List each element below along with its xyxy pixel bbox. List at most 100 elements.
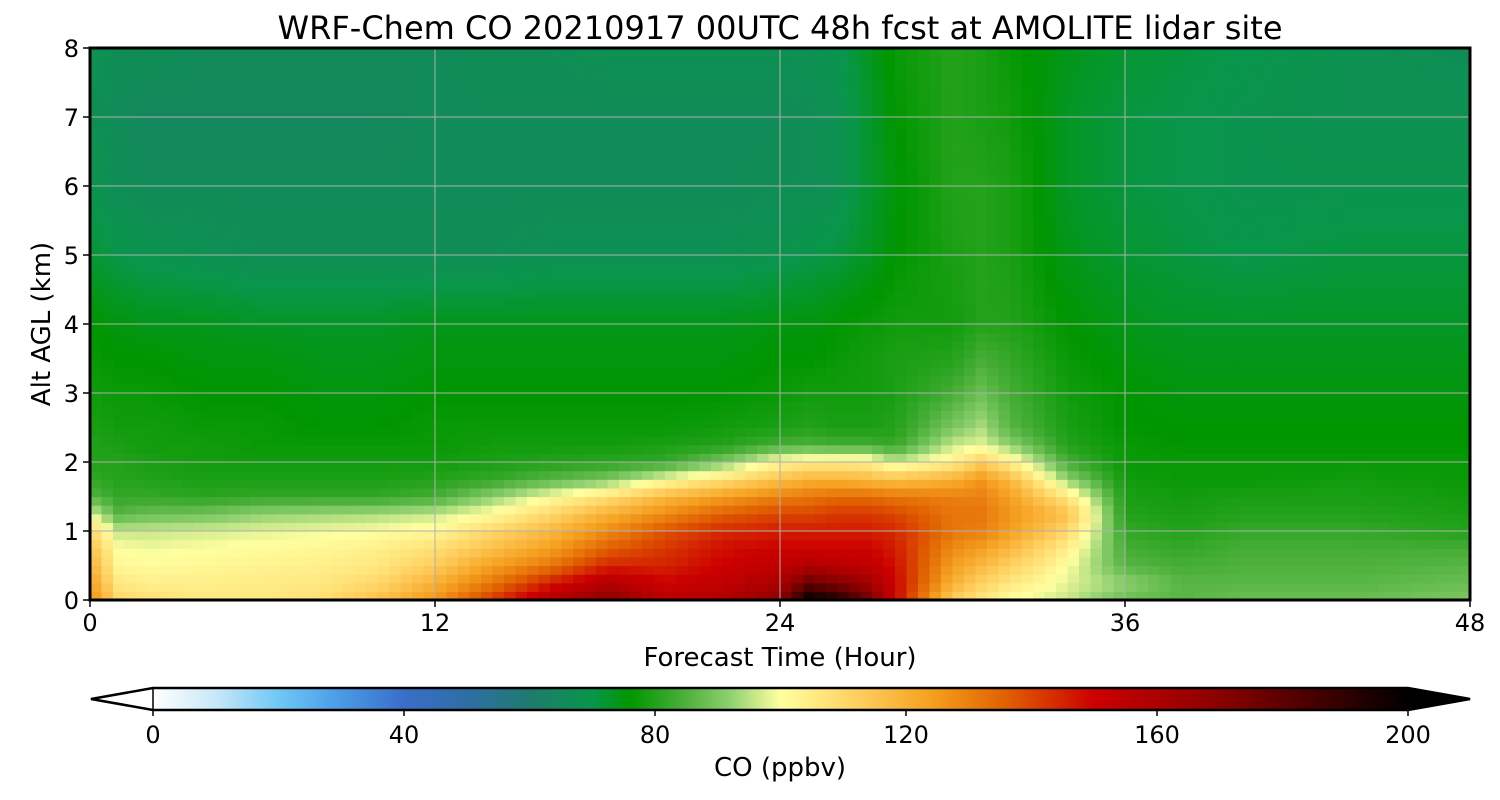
heatmap-cell xyxy=(159,487,172,498)
heatmap-cell xyxy=(757,513,770,523)
heatmap-cell xyxy=(492,280,505,291)
heatmap-cell xyxy=(113,48,126,58)
heatmap-cell xyxy=(527,203,540,213)
heatmap-cell xyxy=(826,418,839,429)
heatmap-cell xyxy=(193,272,206,282)
heatmap-cell xyxy=(665,263,678,273)
heatmap-cell xyxy=(872,367,885,377)
heatmap-cell xyxy=(952,298,965,308)
heatmap-cell xyxy=(653,211,666,222)
heatmap-cell xyxy=(849,332,862,342)
heatmap-cell xyxy=(734,367,747,377)
heatmap-cell xyxy=(642,134,655,144)
heatmap-cell xyxy=(193,462,206,472)
heatmap-cell xyxy=(653,108,666,118)
heatmap-cell xyxy=(412,73,425,84)
heatmap-cell xyxy=(941,410,954,420)
heatmap-cell xyxy=(216,462,229,472)
heatmap-cell xyxy=(814,531,827,541)
heatmap-cell xyxy=(147,280,160,291)
heatmap-cell xyxy=(492,82,505,92)
heatmap-cell xyxy=(964,272,977,282)
heatmap-cell xyxy=(251,194,264,204)
heatmap-cell xyxy=(550,401,563,411)
heatmap-cell xyxy=(435,556,448,567)
heatmap-cell xyxy=(182,125,195,135)
heatmap-cell xyxy=(814,151,827,161)
heatmap-cell xyxy=(561,272,574,282)
heatmap-cell xyxy=(975,246,988,256)
heatmap-cell xyxy=(446,246,459,256)
heatmap-cell xyxy=(354,298,367,308)
heatmap-cell xyxy=(366,548,379,558)
heatmap-cell xyxy=(193,65,206,75)
heatmap-cell xyxy=(527,298,540,308)
heatmap-cell xyxy=(492,358,505,368)
heatmap-cell xyxy=(699,108,712,118)
heatmap-cell xyxy=(768,556,781,567)
heatmap-cell xyxy=(331,582,344,592)
heatmap-cell xyxy=(331,220,344,230)
heatmap-cell xyxy=(929,401,942,411)
heatmap-cell xyxy=(504,177,517,187)
heatmap-cell xyxy=(918,341,931,351)
heatmap-cell xyxy=(573,505,586,515)
heatmap-cell xyxy=(469,565,482,575)
heatmap-cell xyxy=(515,125,528,135)
heatmap-cell xyxy=(688,487,701,498)
heatmap-cell xyxy=(734,574,747,584)
heatmap-cell xyxy=(354,91,367,101)
heatmap-cell xyxy=(711,220,724,230)
heatmap-cell xyxy=(619,306,632,316)
heatmap-cell xyxy=(159,151,172,161)
heatmap-cell xyxy=(469,168,482,178)
heatmap-cell xyxy=(113,410,126,420)
heatmap-cell xyxy=(458,462,471,472)
heatmap-cell xyxy=(642,531,655,541)
heatmap-cell xyxy=(320,117,333,127)
heatmap-cell xyxy=(653,393,666,403)
heatmap-cell xyxy=(883,479,896,489)
heatmap-cell xyxy=(941,99,954,109)
heatmap-cell xyxy=(584,479,597,489)
heatmap-cell xyxy=(561,375,574,385)
heatmap-cell xyxy=(159,168,172,178)
heatmap-cell xyxy=(849,272,862,282)
heatmap-cell xyxy=(872,470,885,480)
heatmap-cell xyxy=(113,229,126,239)
heatmap-cell xyxy=(642,125,655,135)
heatmap-cell xyxy=(607,82,620,92)
heatmap-cell xyxy=(906,229,919,239)
heatmap-cell xyxy=(274,125,287,135)
heatmap-cell xyxy=(596,82,609,92)
heatmap-cell xyxy=(113,177,126,187)
heatmap-cell xyxy=(412,280,425,291)
heatmap-cell xyxy=(504,470,517,480)
heatmap-cell xyxy=(906,470,919,480)
heatmap-cell xyxy=(274,401,287,411)
heatmap-cell xyxy=(619,444,632,454)
heatmap-cell xyxy=(964,306,977,316)
heatmap-cell xyxy=(561,82,574,92)
heatmap-cell xyxy=(665,453,678,463)
heatmap-cell xyxy=(860,298,873,308)
heatmap-cell xyxy=(538,117,551,127)
heatmap-cell xyxy=(814,82,827,92)
heatmap-cell xyxy=(113,203,126,213)
heatmap-cell xyxy=(469,539,482,549)
heatmap-cell xyxy=(193,453,206,463)
heatmap-cell xyxy=(492,349,505,360)
heatmap-cell xyxy=(492,375,505,385)
heatmap-cell xyxy=(331,565,344,575)
heatmap-cell xyxy=(906,306,919,316)
heatmap-cell xyxy=(320,401,333,411)
heatmap-cell xyxy=(895,539,908,549)
heatmap-cell xyxy=(906,56,919,66)
heatmap-cell xyxy=(906,160,919,170)
heatmap-cell xyxy=(274,151,287,161)
heatmap-cell xyxy=(791,65,804,75)
heatmap-cell xyxy=(182,117,195,127)
heatmap-cell xyxy=(481,444,494,454)
heatmap-cell xyxy=(619,358,632,368)
heatmap-cell xyxy=(423,160,436,170)
